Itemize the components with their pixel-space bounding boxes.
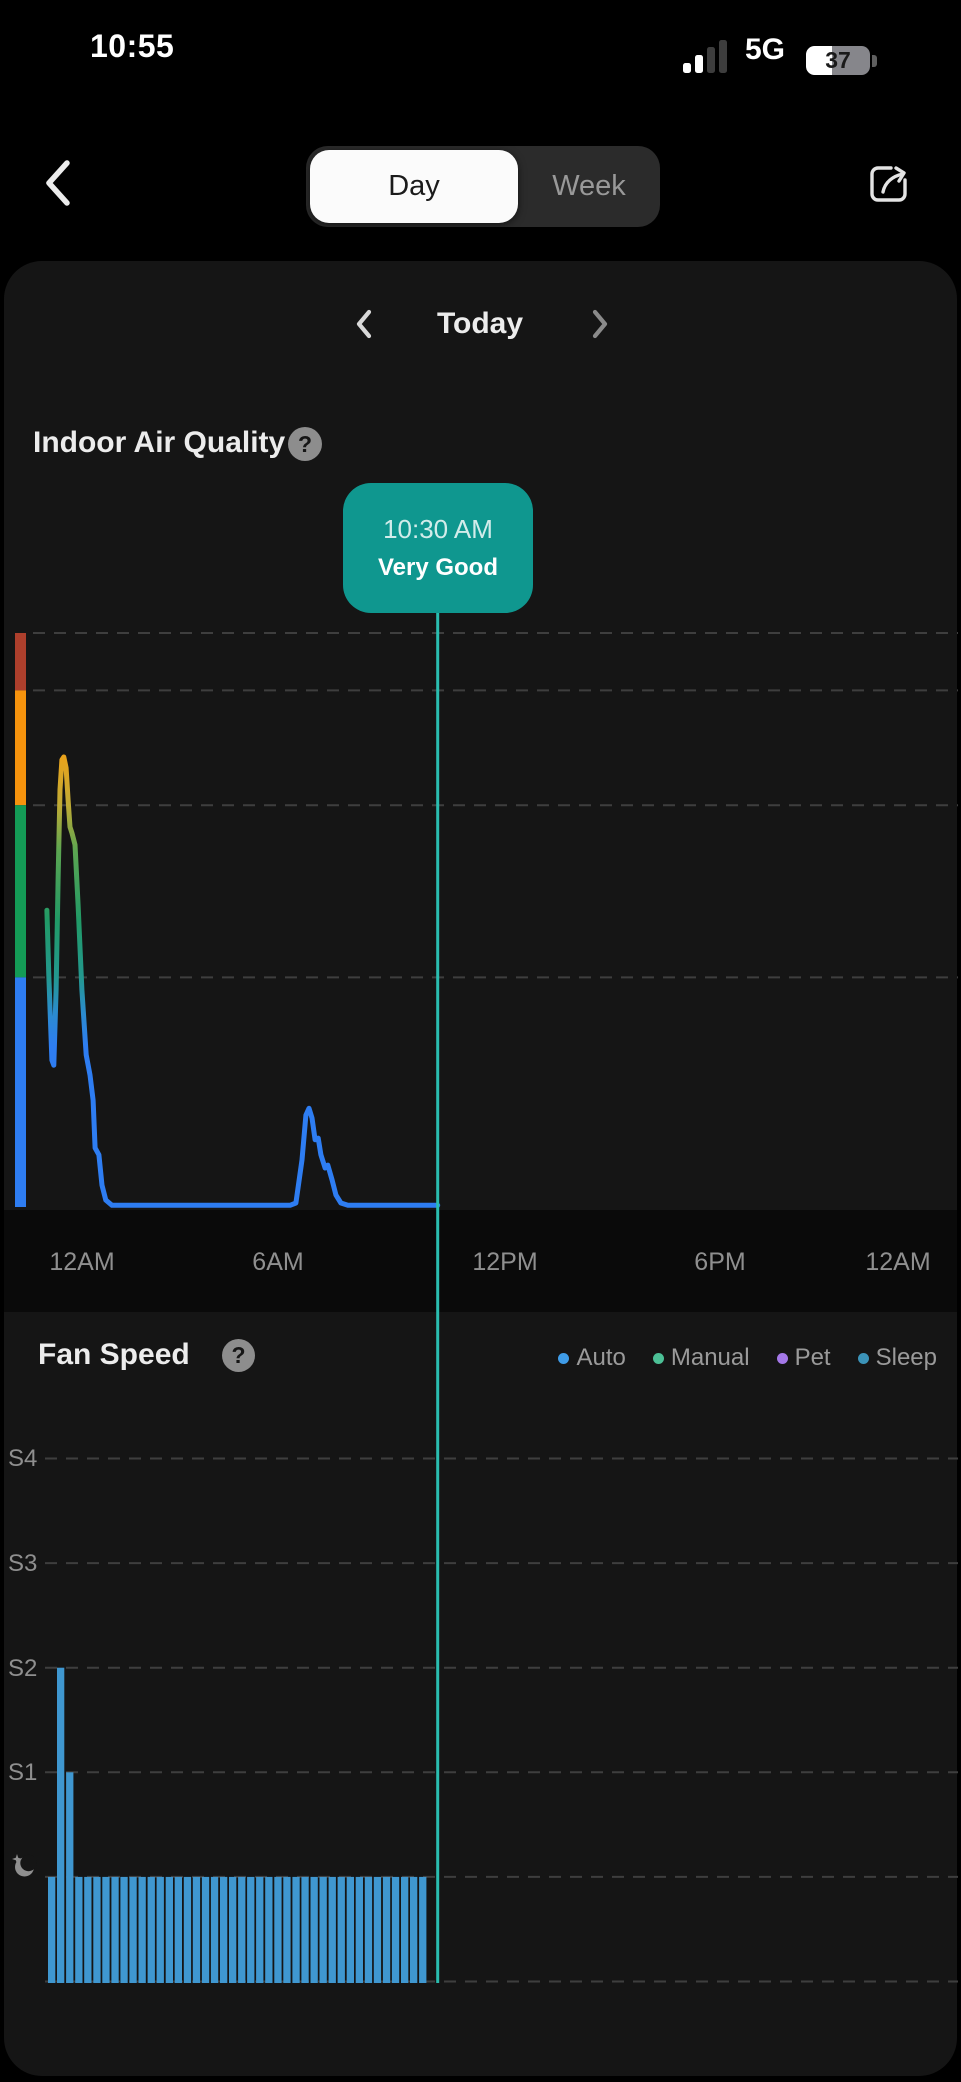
legend-label: Pet bbox=[794, 1344, 831, 1371]
fan-speed-help-button[interactable]: ? bbox=[222, 1339, 255, 1372]
x-axis-label: 6PM bbox=[694, 1248, 746, 1276]
segment-week[interactable]: Week bbox=[552, 170, 626, 202]
legend-dot-sleep bbox=[857, 1352, 869, 1364]
battery-tip bbox=[872, 55, 877, 67]
day-week-toggle: Day Week bbox=[306, 146, 660, 227]
chevron-left-icon bbox=[46, 160, 70, 206]
chevron-right-icon bbox=[592, 309, 608, 339]
x-axis: 12AM 6AM 12PM 6PM 12AM bbox=[4, 1210, 957, 1312]
tooltip-time: 10:30 AM bbox=[383, 514, 493, 544]
signal-bar bbox=[719, 40, 727, 73]
segment-day[interactable]: Day bbox=[310, 150, 518, 223]
legend-label: Manual bbox=[670, 1344, 750, 1371]
back-button[interactable] bbox=[34, 154, 82, 212]
legend-label: Sleep bbox=[875, 1344, 937, 1371]
legend-item-pet: Pet bbox=[776, 1344, 831, 1372]
signal-bar bbox=[695, 55, 703, 73]
x-axis-label: 12PM bbox=[472, 1248, 538, 1276]
y-axis-label-s1: S1 bbox=[8, 1759, 38, 1786]
prev-day-button[interactable] bbox=[342, 300, 386, 348]
battery-fill bbox=[806, 46, 832, 75]
x-axis-label: 12AM bbox=[49, 1248, 115, 1276]
signal-bar bbox=[707, 47, 715, 73]
x-axis-label: 6AM bbox=[252, 1248, 304, 1276]
share-button[interactable] bbox=[860, 154, 916, 212]
signal-bar bbox=[683, 63, 691, 73]
fan-speed-title: Fan Speed bbox=[38, 1338, 190, 1371]
legend-item-sleep: Sleep bbox=[857, 1344, 937, 1372]
legend-item-auto: Auto bbox=[558, 1344, 626, 1372]
question-icon: ? bbox=[231, 1342, 246, 1368]
signal-strength-icon bbox=[683, 40, 729, 73]
legend-label: Auto bbox=[576, 1344, 626, 1371]
battery-percent: 37 bbox=[825, 47, 851, 73]
air-quality-help-button[interactable]: ? bbox=[288, 427, 322, 461]
y-axis-label-s3: S3 bbox=[8, 1550, 38, 1577]
question-icon: ? bbox=[297, 430, 313, 457]
legend-dot-pet bbox=[776, 1352, 788, 1364]
air-quality-title: Indoor Air Quality bbox=[33, 426, 286, 459]
chevron-left-icon bbox=[356, 309, 372, 339]
aq-cursor-tooltip: 10:30 AM Very Good bbox=[343, 483, 533, 613]
share-icon bbox=[870, 166, 907, 202]
status-time: 10:55 bbox=[90, 28, 175, 64]
network-type-label: 5G bbox=[745, 33, 786, 66]
next-day-button[interactable] bbox=[578, 300, 622, 348]
y-axis-label-s2: S2 bbox=[8, 1655, 38, 1682]
tooltip-value: Very Good bbox=[377, 554, 499, 581]
legend-item-manual: Manual bbox=[652, 1344, 750, 1372]
date-label: Today bbox=[436, 307, 524, 340]
legend-dot-auto bbox=[558, 1352, 570, 1364]
y-axis-label-s4: S4 bbox=[8, 1445, 38, 1472]
x-axis-label: 12AM bbox=[865, 1248, 931, 1276]
legend-dot-manual bbox=[652, 1352, 664, 1364]
battery-icon: 37 bbox=[806, 46, 870, 75]
moon-sleep-icon bbox=[12, 1854, 37, 1877]
fan-mode-legend: Auto Manual Pet Sleep bbox=[558, 1344, 937, 1372]
